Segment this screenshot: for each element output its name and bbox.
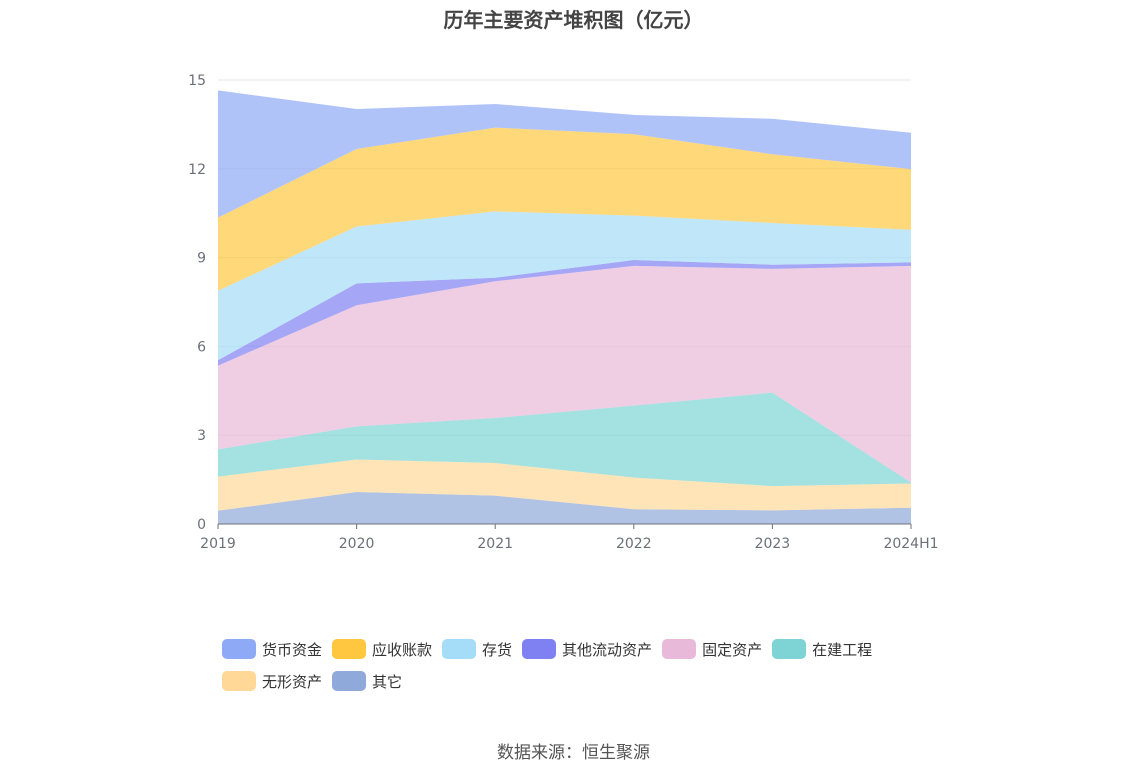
y-tick-label: 0 <box>197 517 206 533</box>
legend-label: 固定资产 <box>702 640 763 659</box>
legend-swatch <box>222 639 256 659</box>
y-tick-label: 15 <box>188 73 206 89</box>
legend-item[interactable]: 存货 <box>442 638 512 660</box>
x-tick-label: 2020 <box>339 536 375 552</box>
legend-item[interactable]: 无形资产 <box>222 670 322 692</box>
chart-title: 历年主要资产堆积图（亿元） <box>443 8 704 32</box>
area-series-0 <box>218 492 911 524</box>
x-tick-label: 2019 <box>200 536 236 552</box>
legend-swatch <box>662 639 697 659</box>
area-series-3 <box>218 265 911 483</box>
area-series-2 <box>218 392 911 487</box>
legend-label: 应收账款 <box>372 640 433 659</box>
x-tick-label: 2022 <box>616 536 652 552</box>
legend-swatch <box>332 639 367 659</box>
legend-label: 其他流动资产 <box>562 640 653 659</box>
area-series-7 <box>218 90 911 218</box>
area-series-6 <box>218 127 911 291</box>
legend-label: 存货 <box>482 640 513 659</box>
legend-label: 无形资产 <box>262 672 323 691</box>
legend-swatch <box>522 639 557 659</box>
stacked-area-chart: 0 3 6 9 12 15 2019 2020 2021 2022 2023 2024H1 <box>188 73 938 552</box>
area-series-5 <box>218 211 911 361</box>
area-series-4 <box>218 259 911 366</box>
x-tick-label: 2021 <box>477 536 513 552</box>
legend-swatch <box>222 671 256 691</box>
x-tick-label: 2023 <box>755 536 791 552</box>
legend-swatch <box>332 671 367 691</box>
legend-item[interactable]: 其他流动资产 <box>522 638 652 660</box>
area-series-1 <box>218 459 911 511</box>
legend-item[interactable]: 固定资产 <box>662 638 762 660</box>
legend-label: 在建工程 <box>812 640 873 659</box>
legend-item[interactable]: 在建工程 <box>772 638 872 660</box>
y-tick-label: 9 <box>197 251 206 267</box>
legend-label: 其它 <box>372 672 403 691</box>
legend-swatch <box>442 639 477 659</box>
chart-legend: 货币资金 应收账款 存货 其他流动资产 固定资产 在建工程无形资产 其它 <box>222 638 942 702</box>
y-tick-label: 12 <box>188 162 206 178</box>
legend-item[interactable]: 货币资金 <box>222 638 322 660</box>
legend-label: 货币资金 <box>262 640 323 659</box>
y-tick-label: 3 <box>197 428 206 444</box>
legend-item[interactable]: 应收账款 <box>332 638 432 660</box>
x-tick-label: 2024H1 <box>883 536 938 552</box>
data-source: 数据来源：恒生聚源 <box>497 743 650 763</box>
legend-swatch <box>772 639 807 659</box>
y-tick-label: 6 <box>197 339 206 355</box>
legend-item[interactable]: 其它 <box>332 670 402 692</box>
